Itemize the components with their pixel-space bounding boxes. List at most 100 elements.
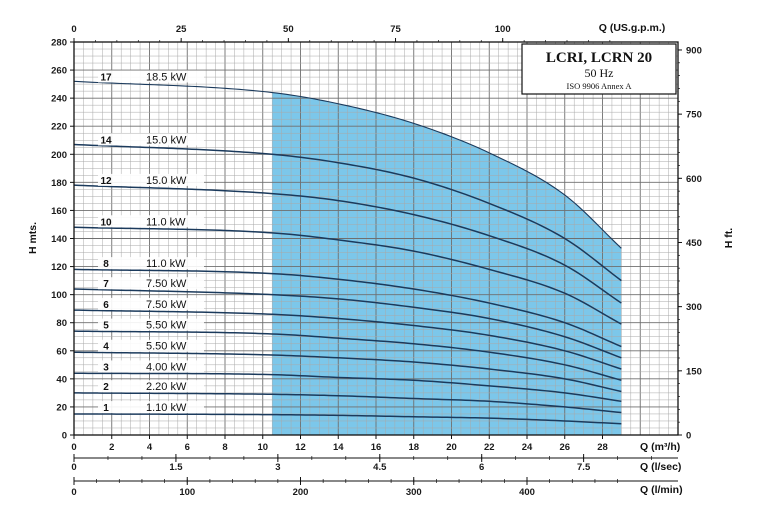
curve-power-label: 11.0 kW bbox=[146, 216, 186, 228]
x-tick-label: 0 bbox=[71, 442, 76, 453]
y-tick-label: 140 bbox=[51, 234, 67, 245]
curve-stages-label: 2 bbox=[103, 382, 109, 393]
operating-range-area bbox=[272, 92, 622, 435]
curve-label-background bbox=[98, 277, 204, 290]
y-tick-label: 240 bbox=[51, 94, 67, 105]
curve-10-stages bbox=[73, 226, 622, 325]
x-tick-label: 22 bbox=[484, 442, 495, 453]
y-tick-label: 260 bbox=[51, 66, 67, 77]
y-tick-label: 160 bbox=[51, 206, 67, 217]
title-box: LCRI, LCRN 20 50 Hz ISO 9906 Annex A bbox=[521, 43, 677, 95]
curve-power-label: 7.50 kW bbox=[146, 299, 187, 311]
usgpm-tick-label: 0 bbox=[71, 24, 76, 35]
chart-note: ISO 9906 Annex A bbox=[567, 81, 633, 91]
lmin-tick-label: 0 bbox=[71, 487, 76, 498]
curve-stages-label: 14 bbox=[100, 135, 112, 146]
curve-label-background bbox=[98, 360, 204, 373]
curve-12-stages bbox=[73, 184, 622, 304]
x-tick-label: 6 bbox=[185, 442, 190, 453]
curve-power-label: 5.50 kW bbox=[146, 341, 187, 353]
y-axis-label: H mts. bbox=[27, 222, 39, 254]
curve-power-label: 11.0 kW bbox=[146, 258, 186, 270]
lsec-tick-label: 1.5 bbox=[169, 462, 183, 473]
y-tick-label: 120 bbox=[51, 262, 67, 273]
curve-4-stages bbox=[73, 351, 622, 393]
ft-tick-label: 300 bbox=[686, 302, 702, 313]
curve-stages-label: 10 bbox=[100, 217, 112, 228]
y-tick-label: 180 bbox=[51, 178, 67, 189]
curve-5-stages bbox=[73, 330, 622, 381]
curve-stages-label: 1 bbox=[103, 403, 109, 414]
curve-14-stages bbox=[73, 143, 622, 282]
curve-stages-label: 17 bbox=[100, 72, 112, 83]
x-tick-label: 24 bbox=[522, 442, 533, 453]
curve-label-background bbox=[98, 215, 204, 228]
curve-power-label: 2.20 kW bbox=[146, 381, 187, 393]
x-tick-label: 2 bbox=[109, 442, 114, 453]
curve-7-stages bbox=[73, 288, 622, 359]
x-axis-label: Q (m³/h) bbox=[640, 441, 680, 453]
y-tick-label: 0 bbox=[62, 431, 67, 442]
lsec-tick-label: 7.5 bbox=[577, 462, 591, 473]
curve-power-label: 15.0 kW bbox=[146, 175, 187, 187]
curve-power-label: 4.00 kW bbox=[146, 361, 187, 373]
ft-tick-label: 150 bbox=[686, 366, 702, 377]
ft-tick-label: 600 bbox=[686, 174, 702, 185]
curve-power-label: 18.5 kW bbox=[146, 71, 187, 83]
curve-stages-label: 7 bbox=[103, 279, 109, 290]
curve-1-stages bbox=[73, 413, 622, 425]
curve-power-label: 5.50 kW bbox=[146, 320, 187, 332]
y-tick-label: 60 bbox=[56, 346, 67, 357]
x-axis-top-label: Q (US.g.p.m.) bbox=[599, 22, 666, 34]
curve-3-stages bbox=[73, 372, 622, 403]
curve-6-stages bbox=[73, 309, 622, 370]
ft-tick-label: 750 bbox=[686, 110, 702, 121]
curve-label-background bbox=[98, 133, 204, 146]
lmin-tick-label: 300 bbox=[406, 487, 422, 498]
y-tick-label: 20 bbox=[56, 402, 67, 413]
y-tick-label: 280 bbox=[51, 38, 67, 49]
y-tick-label: 220 bbox=[51, 122, 67, 133]
ft-tick-label: 0 bbox=[686, 431, 691, 442]
curve-8-stages bbox=[73, 268, 622, 348]
usgpm-tick-label: 25 bbox=[176, 24, 187, 35]
usgpm-tick-label: 100 bbox=[495, 24, 511, 35]
x-tick-label: 14 bbox=[333, 442, 344, 453]
curve-power-label: 15.0 kW bbox=[146, 134, 187, 146]
curve-label-background bbox=[98, 339, 204, 352]
lsec-tick-label: 6 bbox=[479, 462, 484, 473]
x-axis-lsec-label: Q (l/sec) bbox=[640, 461, 681, 473]
x-axis-lmin-label: Q (l/min) bbox=[640, 484, 683, 496]
x-tick-label: 8 bbox=[222, 442, 227, 453]
lsec-tick-label: 3 bbox=[275, 462, 280, 473]
curve-stages-label: 8 bbox=[103, 259, 109, 270]
usgpm-tick-label: 75 bbox=[390, 24, 401, 35]
curve-power-label: 1.10 kW bbox=[146, 402, 187, 414]
x-tick-label: 18 bbox=[408, 442, 419, 453]
curve-stages-label: 3 bbox=[103, 362, 109, 373]
curve-label-background bbox=[98, 173, 204, 186]
axes-layer: 0 2 4 6 8 10 12 14 16 18 20 22 24 26 28020406080100120… bbox=[51, 24, 702, 498]
ft-tick-label: 900 bbox=[686, 45, 702, 56]
y-axis-right-label: H ft. bbox=[723, 228, 735, 248]
chart-title: LCRI, LCRN 20 bbox=[546, 50, 652, 66]
y-tick-label: 80 bbox=[56, 318, 67, 329]
lmin-tick-label: 100 bbox=[179, 487, 195, 498]
curve-power-label: 7.50 kW bbox=[146, 278, 187, 290]
y-tick-label: 200 bbox=[51, 150, 67, 161]
curve-17-stages bbox=[73, 80, 622, 249]
y-tick-label: 100 bbox=[51, 290, 67, 301]
curve-label-background bbox=[98, 380, 204, 393]
operating-range-layer bbox=[272, 92, 622, 435]
x-tick-label: 26 bbox=[559, 442, 570, 453]
lsec-tick-label: 4.5 bbox=[373, 462, 387, 473]
x-tick-label: 16 bbox=[371, 442, 382, 453]
curve-stages-label: 5 bbox=[103, 321, 109, 332]
lmin-tick-label: 200 bbox=[293, 487, 309, 498]
usgpm-tick-label: 50 bbox=[283, 24, 294, 35]
x-tick-label: 10 bbox=[257, 442, 268, 453]
curve-stages-label: 12 bbox=[100, 176, 112, 187]
y-tick-label: 40 bbox=[56, 374, 67, 385]
title-box-frame bbox=[521, 43, 677, 95]
